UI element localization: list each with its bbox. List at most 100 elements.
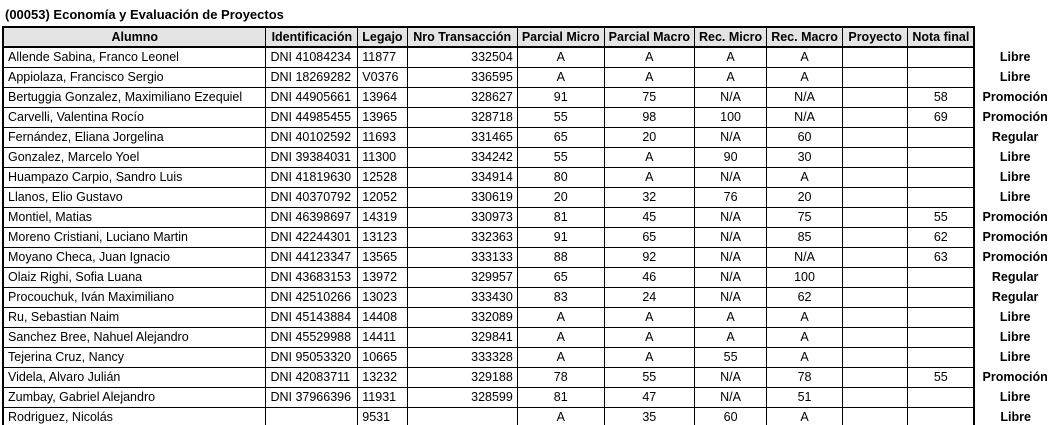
cell-rec-macro[interactable]: N/A xyxy=(766,86,843,108)
cell-parcial-macro[interactable]: A xyxy=(603,166,695,188)
cell-parcial-macro[interactable]: 65 xyxy=(603,226,695,248)
cell-alumno[interactable]: Tejerina Cruz, Nancy xyxy=(2,346,267,368)
cell-nota-final[interactable]: 55 xyxy=(907,206,976,228)
cell-identificacion[interactable]: DNI 18269282 xyxy=(265,66,359,88)
cell-rec-micro[interactable]: 55 xyxy=(693,346,768,368)
cell-parcial-micro[interactable]: A xyxy=(516,306,605,328)
cell-legajo[interactable]: 11931 xyxy=(357,386,408,408)
cell-proyecto[interactable] xyxy=(841,246,909,268)
cell-identificacion[interactable]: DNI 41819630 xyxy=(265,166,359,188)
cell-parcial-micro[interactable]: 55 xyxy=(516,146,605,168)
cell-alumno[interactable]: Allende Sabina, Franco Leonel xyxy=(2,46,267,68)
cell-proyecto[interactable] xyxy=(841,386,909,408)
cell-identificacion[interactable]: DNI 42244301 xyxy=(265,226,359,248)
cell-alumno[interactable]: Montiel, Matias xyxy=(2,206,267,228)
cell-parcial-micro[interactable]: 55 xyxy=(516,106,605,128)
cell-alumno[interactable]: Procouchuk, Iván Maximiliano xyxy=(2,286,267,308)
cell-rec-macro[interactable]: 78 xyxy=(766,366,843,388)
cell-parcial-micro[interactable]: A xyxy=(516,346,605,368)
cell-legajo[interactable]: 13972 xyxy=(357,266,408,288)
cell-parcial-macro[interactable]: 32 xyxy=(603,186,695,208)
cell-rec-macro[interactable]: A xyxy=(766,166,843,188)
cell-alumno[interactable]: Sanchez Bree, Nahuel Alejandro xyxy=(2,326,267,348)
cell-proyecto[interactable] xyxy=(841,306,909,328)
cell-parcial-macro[interactable]: 24 xyxy=(603,286,695,308)
cell-rec-micro[interactable]: N/A xyxy=(693,246,768,268)
cell-proyecto[interactable] xyxy=(841,186,909,208)
cell-nota-final[interactable] xyxy=(907,306,976,328)
cell-alumno[interactable]: Carvelli, Valentina Rocío xyxy=(2,106,267,128)
cell-parcial-macro[interactable]: 98 xyxy=(603,106,695,128)
cell-legajo[interactable]: V0376 xyxy=(357,66,408,88)
cell-rec-macro[interactable]: 30 xyxy=(766,146,843,168)
cell-identificacion[interactable]: DNI 45529988 xyxy=(265,326,359,348)
status-label[interactable]: Promoción xyxy=(982,90,1048,104)
cell-legajo[interactable]: 14319 xyxy=(357,206,408,228)
cell-parcial-micro[interactable]: 78 xyxy=(516,366,605,388)
cell-parcial-macro[interactable]: A xyxy=(603,306,695,328)
status-label[interactable]: Libre xyxy=(999,70,1031,84)
cell-nota-final[interactable]: 62 xyxy=(907,226,976,248)
cell-rec-micro[interactable]: A xyxy=(693,326,768,348)
column-header-identificacion[interactable]: Identificación xyxy=(265,26,359,48)
cell-parcial-macro[interactable]: A xyxy=(603,66,695,88)
cell-identificacion[interactable]: DNI 42083711 xyxy=(265,366,359,388)
cell-alumno[interactable]: Llanos, Elio Gustavo xyxy=(2,186,267,208)
cell-rec-micro[interactable]: N/A xyxy=(693,226,768,248)
cell-identificacion[interactable]: DNI 45143884 xyxy=(265,306,359,328)
cell-rec-micro[interactable]: N/A xyxy=(693,386,768,408)
cell-alumno[interactable]: Appiolaza, Francisco Sergio xyxy=(2,66,267,88)
cell-legajo[interactable]: 10665 xyxy=(357,346,408,368)
status-label[interactable]: Libre xyxy=(999,150,1031,164)
cell-nota-final[interactable] xyxy=(907,186,976,208)
column-header-parcial-macro[interactable]: Parcial Macro xyxy=(603,26,695,48)
cell-legajo[interactable]: 14408 xyxy=(357,306,408,328)
cell-nro-transaccion[interactable]: 330973 xyxy=(406,206,518,228)
cell-rec-macro[interactable]: 75 xyxy=(766,206,843,228)
status-label[interactable]: Promoción xyxy=(982,250,1048,264)
cell-nro-transaccion[interactable]: 331465 xyxy=(406,126,518,148)
cell-parcial-macro[interactable]: 55 xyxy=(603,366,695,388)
cell-alumno[interactable]: Olaiz Righi, Sofia Luana xyxy=(2,266,267,288)
cell-parcial-macro[interactable]: A xyxy=(603,46,695,68)
cell-legajo[interactable]: 13232 xyxy=(357,366,408,388)
cell-alumno[interactable]: Zumbay, Gabriel Alejandro xyxy=(2,386,267,408)
cell-proyecto[interactable] xyxy=(841,346,909,368)
cell-nota-final[interactable] xyxy=(907,266,976,288)
status-label[interactable]: Libre xyxy=(999,170,1031,184)
cell-proyecto[interactable] xyxy=(841,286,909,308)
cell-parcial-micro[interactable]: 80 xyxy=(516,166,605,188)
cell-rec-micro[interactable]: N/A xyxy=(693,206,768,228)
cell-parcial-micro[interactable]: 91 xyxy=(516,86,605,108)
column-header-proyecto[interactable]: Proyecto xyxy=(841,26,909,48)
cell-nro-transaccion[interactable]: 332363 xyxy=(406,226,518,248)
cell-identificacion[interactable]: DNI 44905661 xyxy=(265,86,359,108)
cell-parcial-micro[interactable]: 81 xyxy=(516,206,605,228)
cell-nota-final[interactable]: 63 xyxy=(907,246,976,268)
cell-proyecto[interactable] xyxy=(841,226,909,248)
cell-alumno[interactable]: Moyano Checa, Juan Ignacio xyxy=(2,246,267,268)
cell-nota-final[interactable]: 69 xyxy=(907,106,976,128)
cell-parcial-macro[interactable]: 35 xyxy=(603,406,695,425)
cell-nro-transaccion[interactable]: 333430 xyxy=(406,286,518,308)
cell-rec-macro[interactable]: A xyxy=(766,326,843,348)
cell-identificacion[interactable]: DNI 37966396 xyxy=(265,386,359,408)
cell-rec-macro[interactable]: 85 xyxy=(766,226,843,248)
cell-identificacion[interactable]: DNI 44985455 xyxy=(265,106,359,128)
status-label[interactable]: Libre xyxy=(999,330,1031,344)
cell-alumno[interactable]: Videla, Alvaro Julián xyxy=(2,366,267,388)
cell-identificacion[interactable]: DNI 39384031 xyxy=(265,146,359,168)
cell-legajo[interactable]: 13965 xyxy=(357,106,408,128)
cell-legajo[interactable]: 11300 xyxy=(357,146,408,168)
cell-rec-micro[interactable]: N/A xyxy=(693,126,768,148)
cell-identificacion[interactable] xyxy=(265,406,359,425)
column-header-parcial-micro[interactable]: Parcial Micro xyxy=(516,26,605,48)
cell-nota-final[interactable] xyxy=(907,66,976,88)
cell-proyecto[interactable] xyxy=(841,106,909,128)
status-label[interactable]: Promoción xyxy=(982,370,1048,384)
cell-nro-transaccion[interactable]: 329188 xyxy=(406,366,518,388)
cell-parcial-micro[interactable]: A xyxy=(516,406,605,425)
column-header-nota-final[interactable]: Nota final xyxy=(907,26,976,48)
cell-rec-micro[interactable]: N/A xyxy=(693,266,768,288)
cell-rec-micro[interactable]: 100 xyxy=(693,106,768,128)
